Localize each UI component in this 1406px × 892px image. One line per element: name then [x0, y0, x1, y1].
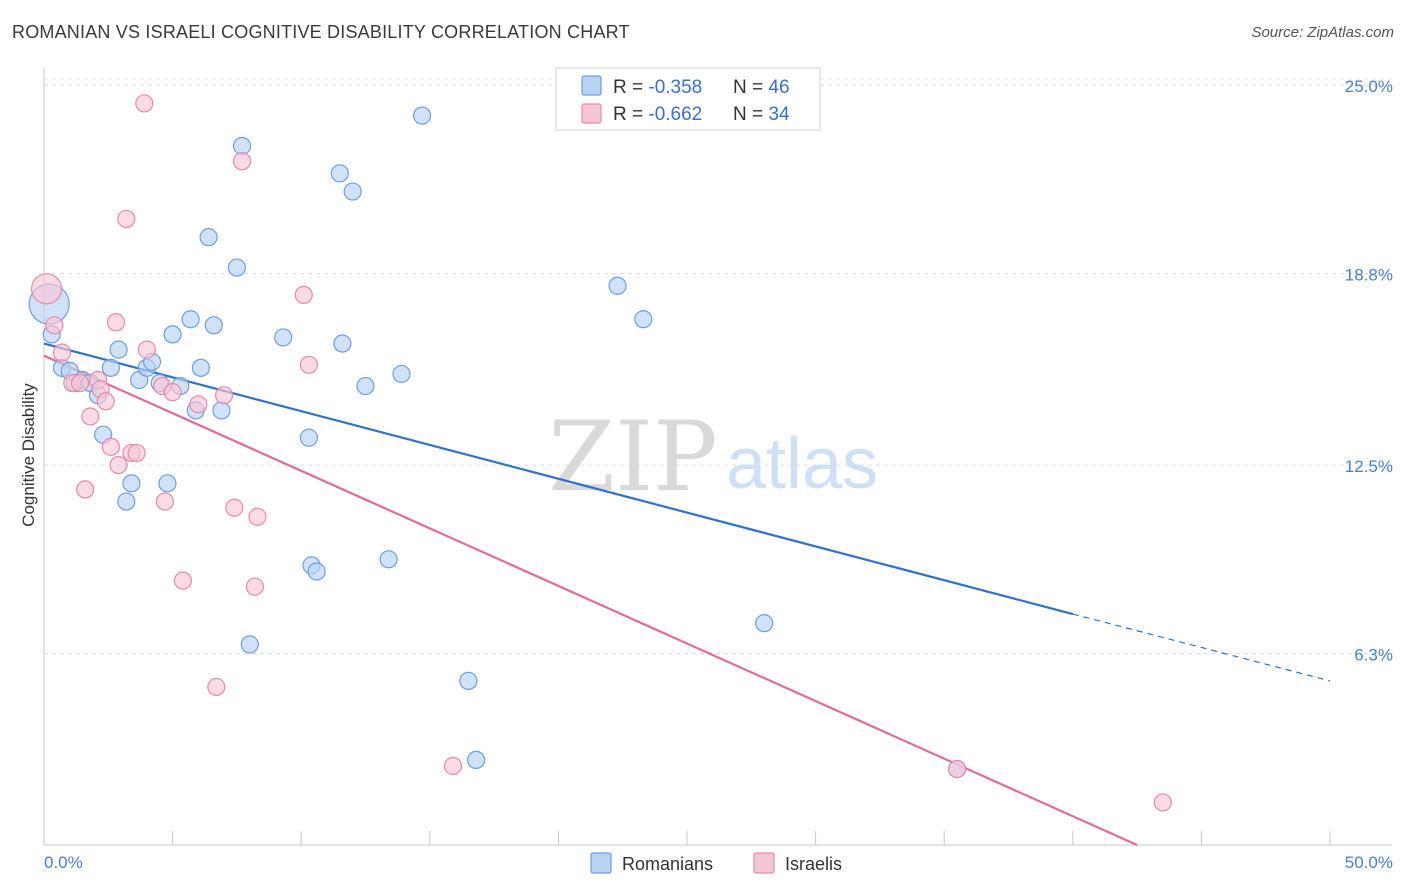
romanian-point-35 — [343, 182, 362, 201]
israeli-point-19 — [155, 492, 174, 511]
romanian-point-41 — [466, 750, 486, 770]
israeli-point-6 — [81, 407, 100, 426]
legend-swatch-israelis — [581, 103, 602, 124]
romanian-point-39 — [412, 106, 432, 125]
israeli-point-32 — [947, 759, 967, 779]
israeli-point-1 — [45, 316, 64, 335]
bottom-legend-romanians: Romanians — [622, 854, 713, 874]
romanian-point-12 — [122, 474, 141, 493]
legend-r-label-1: R = — [613, 104, 648, 125]
israeli-point-15 — [127, 443, 146, 463]
romanian-point-42 — [608, 276, 627, 295]
y-axis-label: Cognitive Disability — [19, 383, 38, 527]
romanian-point-38 — [392, 364, 411, 384]
source-label: Source: ZipAtlas.com — [1251, 24, 1394, 41]
israeli-point-10 — [101, 437, 120, 456]
israeli-point-21 — [173, 571, 192, 590]
israeli-point-12 — [109, 455, 128, 475]
romanian-point-27 — [232, 136, 252, 156]
romanian-point-17 — [158, 474, 177, 493]
y-tick-label-3: 25.0% — [1345, 77, 1393, 96]
bottom-legend-swatch-romanians — [590, 852, 612, 874]
romanian-point-29 — [274, 328, 293, 347]
romanian-point-28 — [240, 635, 259, 654]
romanian-point-9 — [101, 358, 120, 377]
romanian-point-10 — [109, 340, 128, 359]
israeli-point-24 — [214, 386, 234, 405]
romanian-point-30 — [299, 428, 319, 447]
romanian-point-22 — [191, 358, 210, 377]
legend-swatch-romanians — [581, 75, 602, 96]
legend-box: R = -0.358 N = 46 R = -0.662 N = 34 — [555, 67, 821, 131]
axes — [43, 68, 1392, 846]
svg-text:N = 34: N = 34 — [733, 104, 790, 125]
israeli-point-20 — [163, 383, 182, 402]
romanian-point-11 — [117, 492, 136, 511]
tick-labels: 6.3% 12.5% 18.8% 25.0% 0.0% 50.0% — [44, 77, 1393, 872]
israeli-point-9 — [96, 392, 115, 411]
bottom-legend-swatch-israelis — [753, 852, 775, 874]
legend-r-label-0: R = — [613, 77, 648, 98]
israeli-point-13 — [117, 209, 136, 229]
watermark-zip: ZIP — [548, 401, 717, 513]
romanian-point-32 — [307, 562, 326, 581]
romanian-point-43 — [634, 310, 653, 329]
legend-n-label-0: N = — [733, 77, 768, 98]
israeli-point-22 — [189, 395, 208, 414]
legend-r-value-1: -0.662 — [648, 104, 702, 125]
romanian-point-24 — [204, 316, 223, 335]
y-tick-label-2: 18.8% — [1345, 266, 1393, 285]
romanian-point-33 — [330, 164, 349, 183]
y-tick-label-0: 6.3% — [1354, 646, 1393, 665]
israeli-point-27 — [245, 577, 265, 596]
romanians-trend-extension — [1072, 613, 1331, 682]
romanian-point-18 — [163, 325, 182, 344]
watermark: ZIP atlas — [548, 401, 878, 513]
legend-n-label-1: N = — [733, 104, 768, 125]
legend-n-value-1: 34 — [768, 104, 790, 125]
bottom-legend-israelis: Israelis — [785, 854, 842, 874]
chart-title: ROMANIAN VS ISRAELI COGNITIVE DISABILITY… — [12, 22, 630, 42]
romanian-point-36 — [356, 376, 375, 396]
svg-text:R = -0.358: R = -0.358 — [613, 77, 702, 98]
israeli-point-11 — [106, 313, 126, 332]
israeli-point-33 — [1153, 793, 1172, 812]
israeli-point-29 — [294, 285, 313, 305]
romanian-point-44 — [755, 614, 774, 633]
svg-text:N = 46: N = 46 — [733, 77, 790, 98]
romanian-point-40 — [459, 671, 478, 690]
romanian-point-26 — [227, 258, 246, 277]
romanian-point-34 — [333, 334, 352, 353]
romanian-point-37 — [379, 550, 398, 569]
romanians-trend-line — [43, 342, 1074, 616]
israeli-point-31 — [443, 756, 463, 776]
israeli-point-5 — [76, 480, 95, 499]
legend-n-value-0: 46 — [768, 77, 789, 98]
x-tick-label-1: 50.0% — [1345, 853, 1393, 872]
romanian-point-23 — [199, 228, 218, 247]
israeli-point-26 — [232, 152, 252, 171]
watermark-atlas: atlas — [726, 424, 878, 504]
romanian-point-25 — [212, 401, 231, 420]
y-tick-label-1: 12.5% — [1345, 457, 1393, 476]
israeli-point-4 — [70, 373, 90, 393]
svg-text:R = -0.662: R = -0.662 — [613, 104, 702, 125]
data-points — [28, 94, 1172, 812]
israeli-point-16 — [135, 94, 154, 113]
israeli-point-25 — [225, 498, 244, 517]
israeli-point-30 — [299, 355, 319, 374]
israeli-point-0 — [30, 273, 63, 305]
legend-r-value-0: -0.358 — [648, 77, 702, 98]
israeli-point-28 — [248, 507, 267, 526]
israeli-point-23 — [207, 677, 226, 697]
israeli-point-2 — [52, 343, 72, 362]
x-tick-label-0: 0.0% — [44, 853, 83, 872]
bottom-legend: Romanians Israelis — [590, 852, 842, 874]
israeli-point-17 — [137, 340, 156, 359]
romanian-point-20 — [181, 310, 200, 329]
